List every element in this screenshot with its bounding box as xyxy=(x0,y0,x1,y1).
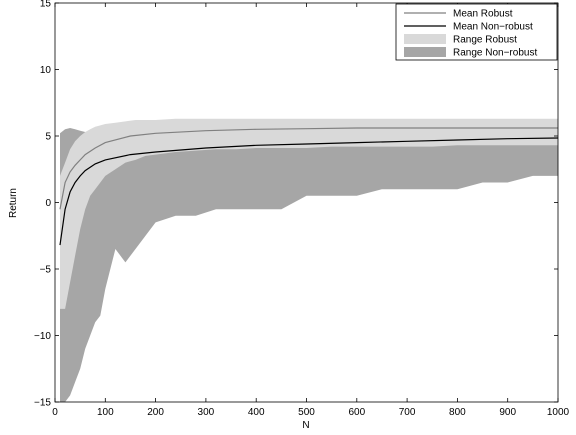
y-axis-title: Return xyxy=(8,188,19,218)
x-axis-title: N xyxy=(302,420,309,431)
x-tick-label: 600 xyxy=(348,407,365,418)
x-tick-label: 1000 xyxy=(547,407,570,418)
x-tick-label: 700 xyxy=(399,407,416,418)
y-tick-label: 0 xyxy=(45,198,51,209)
y-tick-label: 5 xyxy=(45,132,51,143)
y-tick-label: −10 xyxy=(34,331,51,342)
plot-areas xyxy=(60,118,558,402)
x-tick-label: 500 xyxy=(298,407,315,418)
area-range-robust xyxy=(60,118,558,309)
legend-label-mean-non-robust: Mean Non−robust xyxy=(453,22,533,33)
y-tick-label: 10 xyxy=(40,65,52,76)
x-tick-label: 400 xyxy=(248,407,265,418)
x-tick-label: 0 xyxy=(52,407,58,418)
line-mean-robust xyxy=(59,127,558,210)
area-range-non-robust xyxy=(60,128,558,402)
x-tick-label: 300 xyxy=(198,407,215,418)
y-tick-label: −15 xyxy=(34,398,51,409)
x-tick-label: 200 xyxy=(147,407,164,418)
x-tick-label: 900 xyxy=(499,407,516,418)
legend-label-range-robust: Range Robust xyxy=(453,35,517,46)
x-tick-label: 100 xyxy=(97,407,114,418)
legend-swatch-range-robust xyxy=(404,34,446,44)
legend: Mean Robust Mean Non−robust Range Robust Ra… xyxy=(395,3,558,61)
legend-swatch-range-non-robust xyxy=(404,47,446,57)
legend-label-mean-robust: Mean Robust xyxy=(453,9,513,20)
axis-ticks: 0 100 200 300 400 500 600 700 800 900 1000−15−10−5… xyxy=(34,0,570,418)
y-tick-label: 15 xyxy=(40,0,52,10)
plot-lines xyxy=(59,127,558,246)
y-tick-label: −5 xyxy=(40,265,52,276)
legend-label-range-non-robust: Range Non−robust xyxy=(453,48,537,59)
line-mean-non-robust xyxy=(59,137,558,246)
x-tick-label: 800 xyxy=(449,407,466,418)
